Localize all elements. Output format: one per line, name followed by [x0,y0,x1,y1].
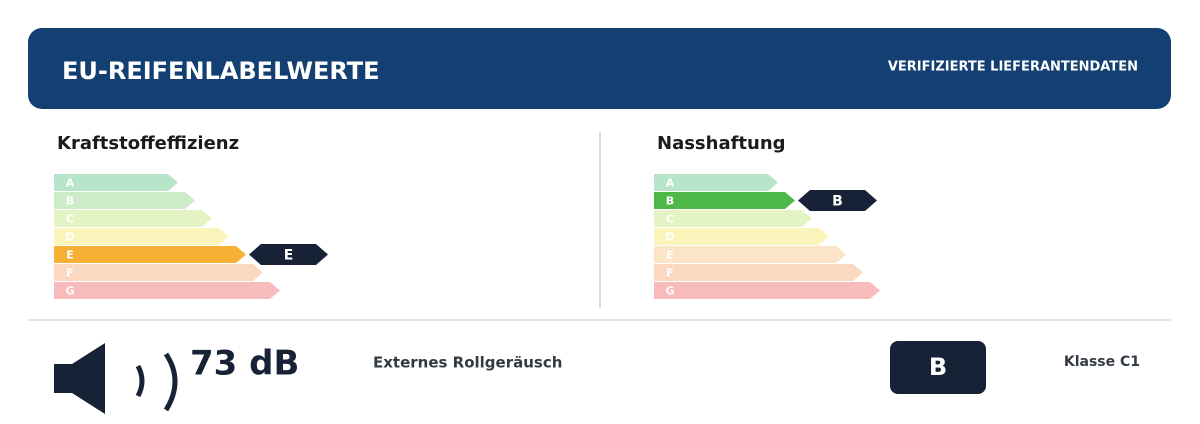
class-bar [54,264,263,281]
class-bar [654,174,778,191]
header-title: EU-REIFENLABELWERTE [62,57,380,85]
class-letter: G [665,285,674,298]
class-letter: C [66,213,74,226]
class-bar [654,246,846,263]
class-letter: E [666,249,674,262]
class-bar [654,282,880,299]
noise-value: 73 dB [190,344,299,384]
class-bar [654,192,795,209]
class-bar [654,210,812,227]
class-letter: F [666,267,674,280]
tire-class: Klasse C1 [1064,354,1140,370]
header-badge: VERIFIZIERTE LIEFERANTENDATEN [888,60,1138,75]
header-bar [28,28,1171,109]
class-letter: A [66,177,75,190]
section-title: Kraftstoffeffizienz [57,133,239,154]
speaker-icon [54,343,178,414]
class-letter: C [666,213,674,226]
class-letter: B [666,195,674,208]
class-letter: D [65,231,74,244]
class-letter: B [66,195,74,208]
class-bar [54,210,212,227]
rating-letter: B [832,194,843,210]
class-bar [654,264,863,281]
class-letter: G [65,285,74,298]
rating-marker [798,190,877,211]
class-bar [54,192,195,209]
class-bar [54,282,280,299]
class-bar [54,228,229,245]
class-letter: F [66,267,74,280]
noise-class-box [890,341,986,394]
class-letter: A [666,177,675,190]
class-bar [54,246,246,263]
noise-label: Externes Rollgeräusch [373,354,562,372]
noise-class: B [929,353,947,381]
section-title: Nasshaftung [657,133,786,154]
class-bar [654,228,829,245]
class-letter: E [66,249,74,262]
rating-marker [249,244,328,265]
rating-letter: E [284,248,294,264]
class-letter: D [665,231,674,244]
class-bar [54,174,178,191]
